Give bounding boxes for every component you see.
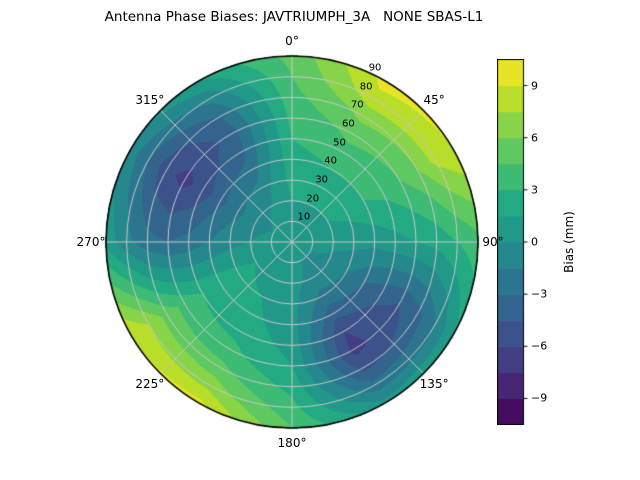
theta-tick-label: 45° bbox=[423, 92, 445, 107]
radial-tick-label: 80 bbox=[359, 81, 373, 93]
colorbar-tick-label: 3 bbox=[531, 183, 538, 197]
radial-tick-label: 90 bbox=[368, 62, 382, 74]
radial-tick-label: 30 bbox=[315, 174, 329, 186]
colorbar bbox=[497, 59, 529, 425]
theta-tick-label: 180° bbox=[277, 436, 307, 450]
theta-tick-label: 270° bbox=[76, 235, 106, 249]
radial-tick-label: 20 bbox=[306, 193, 320, 205]
radial-tick-label: 10 bbox=[297, 211, 311, 223]
colorbar-tick-label: 6 bbox=[531, 131, 538, 145]
theta-tick-label: 135° bbox=[419, 377, 449, 392]
radial-tick-label: 70 bbox=[350, 99, 364, 111]
colorbar-tick-label: 0 bbox=[531, 235, 538, 249]
chart-title: Antenna Phase Biases: JAVTRIUMPH_3A NONE… bbox=[104, 9, 484, 25]
colorbar-tick-label: −6 bbox=[531, 339, 548, 353]
theta-tick-label: 90° bbox=[482, 235, 504, 249]
polar-heatmap bbox=[104, 54, 480, 430]
radial-tick-label: 50 bbox=[333, 137, 346, 149]
colorbar-label: Bias (mm) bbox=[562, 211, 576, 273]
radial-tick-label: 60 bbox=[342, 118, 355, 130]
colorbar-tick-label: −9 bbox=[531, 391, 548, 405]
theta-tick-label: 0° bbox=[285, 34, 299, 48]
theta-tick-label: 315° bbox=[135, 92, 165, 107]
radial-tick-label: 40 bbox=[324, 155, 337, 167]
colorbar-tick-label: 9 bbox=[531, 79, 538, 93]
theta-tick-label: 225° bbox=[135, 377, 165, 392]
colorbar-tick-label: −3 bbox=[531, 287, 548, 301]
